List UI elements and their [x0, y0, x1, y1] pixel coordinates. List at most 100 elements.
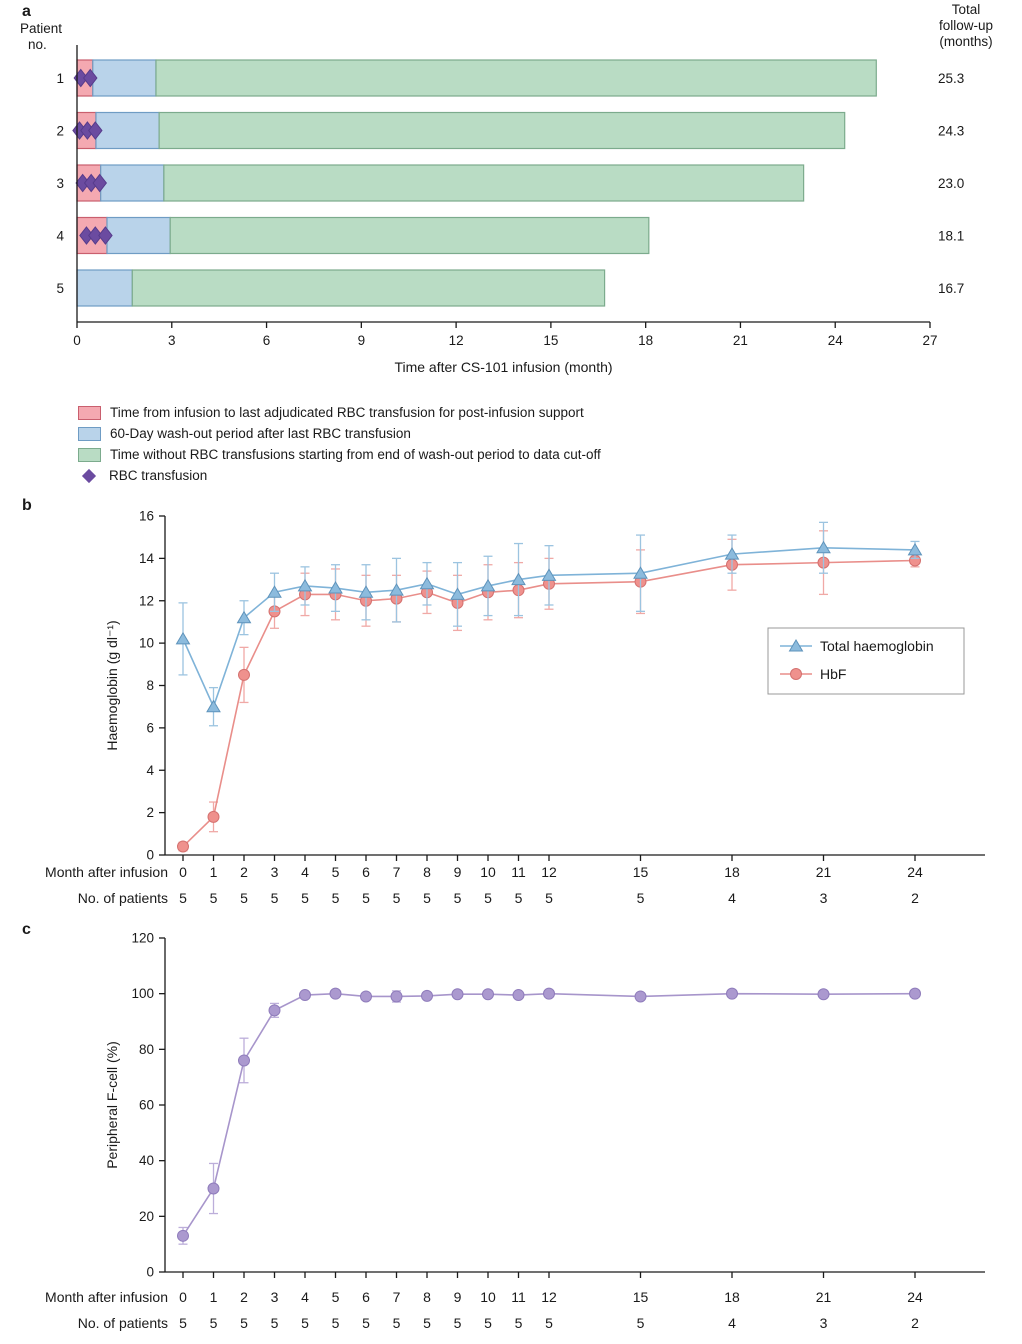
svg-text:18: 18: [724, 1289, 740, 1305]
svg-text:4: 4: [301, 1289, 309, 1305]
segment-washout: [100, 164, 165, 202]
svg-text:20: 20: [139, 1209, 154, 1224]
segment-washout: [76, 269, 133, 307]
svg-text:Peripheral F-cell (%): Peripheral F-cell (%): [104, 1041, 120, 1169]
panel-a-legend: Time from infusion to last adjudicated R…: [0, 392, 1022, 492]
svg-text:100: 100: [131, 986, 154, 1001]
svg-text:3: 3: [271, 1289, 279, 1305]
patient-bars: [72, 59, 877, 307]
svg-text:c: c: [22, 921, 31, 938]
rbc-transfusion-diamond-icon: [81, 468, 97, 483]
svg-text:0: 0: [179, 1289, 187, 1305]
svg-text:1: 1: [210, 1289, 218, 1305]
svg-text:5: 5: [423, 890, 431, 906]
svg-text:8: 8: [146, 678, 154, 693]
svg-text:2: 2: [911, 890, 919, 906]
transfusion-free-swatch-icon: [78, 447, 101, 462]
rbc-transfusion-marker: [88, 226, 103, 245]
data-point: [633, 566, 648, 579]
svg-text:1: 1: [210, 864, 218, 880]
svg-text:8: 8: [423, 864, 431, 880]
data-point: [236, 610, 252, 624]
svg-text:0: 0: [179, 864, 187, 880]
svg-text:4: 4: [146, 763, 154, 778]
svg-text:follow-up: follow-up: [939, 18, 993, 33]
svg-text:3: 3: [271, 864, 279, 880]
svg-text:120: 120: [131, 931, 154, 946]
svg-text:21: 21: [816, 1289, 832, 1305]
support-swatch-icon: [78, 405, 101, 420]
segment-washout: [106, 216, 171, 255]
series-total-haemoglobin: [175, 521, 923, 727]
svg-text:5: 5: [515, 890, 523, 906]
data-point: [358, 585, 374, 598]
svg-text:9: 9: [454, 864, 462, 880]
data-point: [175, 631, 191, 645]
svg-text:0: 0: [146, 1265, 154, 1280]
legend-item-support: Time from infusion to last adjudicated R…: [78, 404, 1022, 421]
svg-text:12: 12: [449, 333, 464, 348]
svg-text:6: 6: [146, 720, 154, 735]
data-point: [299, 989, 311, 1002]
data-point: [450, 587, 465, 600]
svg-text:2: 2: [56, 124, 64, 139]
svg-text:2: 2: [146, 805, 154, 820]
svg-text:6: 6: [362, 864, 370, 880]
svg-text:21: 21: [733, 333, 748, 348]
svg-text:2: 2: [240, 864, 248, 880]
svg-text:5: 5: [271, 1315, 279, 1331]
svg-text:Total haemoglobin: Total haemoglobin: [820, 638, 934, 654]
data-point: [421, 989, 433, 1002]
svg-text:Total: Total: [952, 2, 981, 17]
svg-text:15: 15: [633, 1289, 649, 1305]
data-point: [451, 988, 464, 1001]
svg-text:11: 11: [511, 864, 526, 880]
svg-text:24: 24: [907, 864, 923, 880]
svg-text:5: 5: [210, 1315, 218, 1331]
svg-text:5: 5: [301, 1315, 309, 1331]
svg-text:HbF: HbF: [820, 666, 846, 682]
svg-text:7: 7: [393, 864, 401, 880]
svg-text:a: a: [22, 3, 31, 20]
svg-text:12: 12: [541, 1289, 557, 1305]
svg-text:5: 5: [332, 890, 340, 906]
data-point: [297, 578, 313, 592]
rbc-transfusion-marker: [98, 226, 113, 245]
data-point: [543, 987, 555, 1000]
svg-text:Haemoglobin (g dl⁻¹): Haemoglobin (g dl⁻¹): [104, 620, 120, 750]
svg-text:18: 18: [638, 333, 653, 348]
svg-text:5: 5: [56, 281, 64, 296]
svg-text:5: 5: [179, 1315, 187, 1331]
data-point: [480, 578, 496, 592]
svg-text:14: 14: [139, 551, 155, 566]
svg-text:60: 60: [139, 1098, 154, 1113]
data-point: [482, 988, 494, 1001]
data-point: [177, 840, 189, 853]
svg-text:5: 5: [240, 1315, 248, 1331]
svg-text:27: 27: [922, 333, 937, 348]
svg-text:24: 24: [828, 333, 844, 348]
svg-text:5: 5: [545, 1315, 553, 1331]
svg-text:1: 1: [56, 71, 64, 86]
svg-text:2: 2: [240, 1289, 248, 1305]
svg-text:12: 12: [139, 593, 154, 608]
svg-text:25.3: 25.3: [938, 71, 964, 86]
svg-text:Patient: Patient: [20, 21, 62, 36]
svg-text:5: 5: [362, 1315, 370, 1331]
svg-text:5: 5: [271, 890, 279, 906]
svg-text:5: 5: [637, 1315, 645, 1331]
svg-text:5: 5: [637, 890, 645, 906]
svg-text:12: 12: [541, 864, 557, 880]
data-point: [419, 576, 435, 590]
svg-text:3: 3: [820, 1315, 828, 1331]
svg-text:23.0: 23.0: [938, 176, 964, 191]
data-point: [817, 988, 830, 1001]
svg-text:3: 3: [56, 176, 64, 191]
segment-transfusion-free: [169, 216, 650, 255]
legend-marker-circle-icon: [790, 668, 802, 680]
svg-text:24.3: 24.3: [938, 124, 964, 139]
svg-text:5: 5: [545, 890, 553, 906]
svg-text:5: 5: [301, 890, 309, 906]
